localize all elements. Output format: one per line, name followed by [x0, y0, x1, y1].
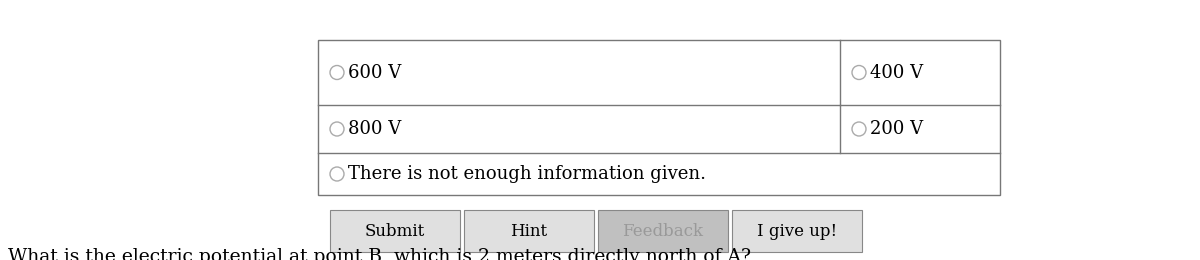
Bar: [318, 40, 1000, 195]
Text: 400 V: 400 V: [870, 63, 923, 81]
Bar: [732, 210, 862, 252]
Circle shape: [852, 122, 866, 136]
Text: 800 V: 800 V: [348, 120, 401, 138]
Circle shape: [852, 66, 866, 80]
Text: Feedback: Feedback: [623, 223, 703, 239]
Text: 600 V: 600 V: [348, 63, 401, 81]
Text: There is not enough information given.: There is not enough information given.: [348, 165, 706, 183]
Text: 200 V: 200 V: [870, 120, 923, 138]
Bar: [330, 210, 460, 252]
Circle shape: [330, 167, 344, 181]
Bar: [598, 210, 728, 252]
Text: Hint: Hint: [510, 223, 547, 239]
Text: Submit: Submit: [365, 223, 425, 239]
Bar: [464, 210, 594, 252]
Text: What is the electric potential at point B, which is 2 meters directly north of A: What is the electric potential at point …: [8, 248, 751, 260]
Text: I give up!: I give up!: [757, 223, 838, 239]
Circle shape: [330, 122, 344, 136]
Circle shape: [330, 66, 344, 80]
